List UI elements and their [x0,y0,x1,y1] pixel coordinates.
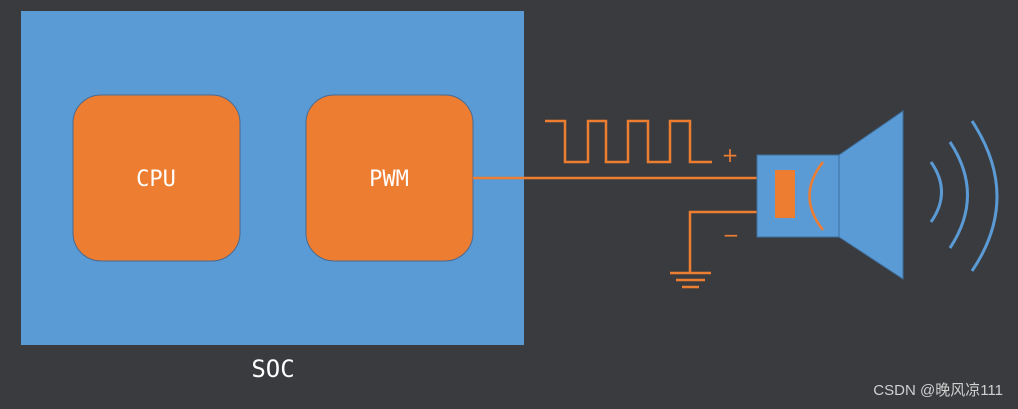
cpu-label: CPU [136,167,176,192]
pwm-block: PWM [305,94,474,262]
watermark: CSDN @晚风凉111 [873,382,1003,399]
speaker-cone [838,110,904,280]
cpu-block: CPU [72,94,241,262]
pwm-label: PWM [369,167,409,192]
soc-label: SOC [251,355,294,383]
speaker-body [756,154,840,238]
square-wave-icon [545,119,712,164]
speaker-icon [756,110,904,280]
minus-sign: − [723,223,740,247]
speaker-terminal [775,170,795,218]
ground-symbol-icon [670,271,711,289]
plus-sign: + [722,143,739,167]
ground-wire [688,210,775,272]
speaker-diaphragm [808,161,824,231]
sound-wave-icon [929,120,999,272]
